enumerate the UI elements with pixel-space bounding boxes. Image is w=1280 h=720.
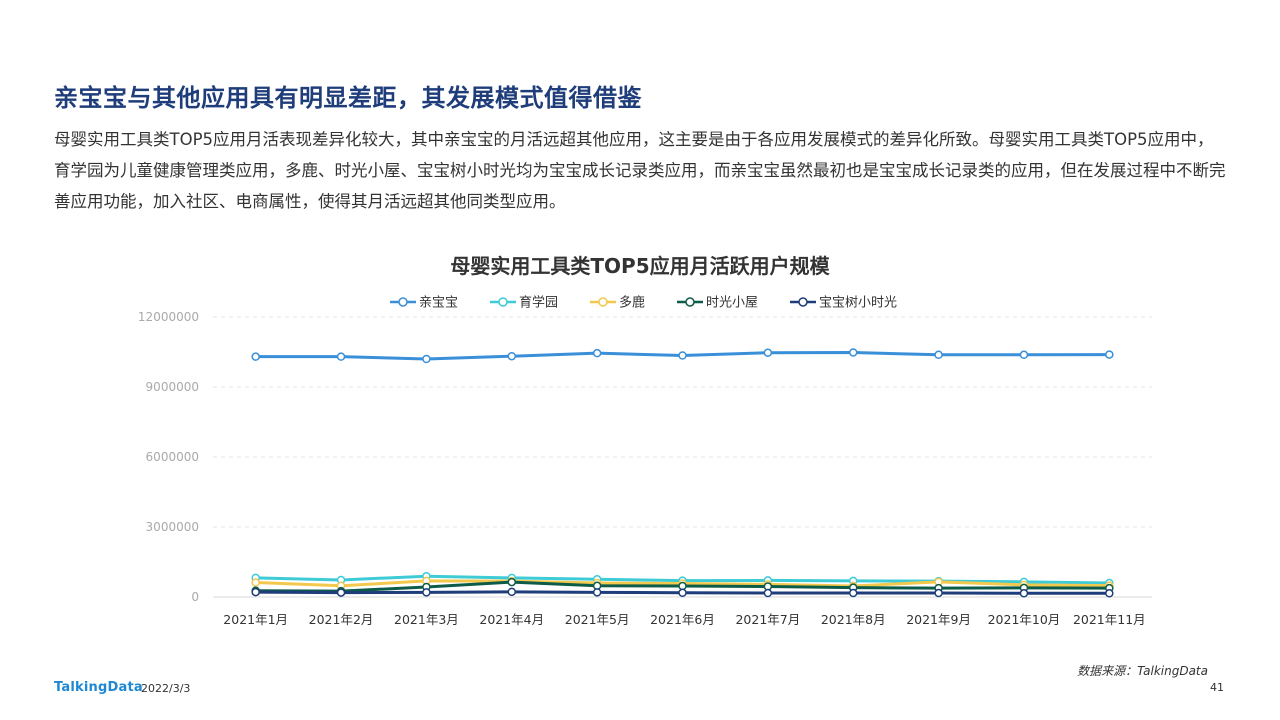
data-point	[763, 588, 773, 598]
data-point	[678, 581, 687, 591]
data-point	[848, 588, 858, 598]
data-source-note: 数据来源：TalkingData	[1077, 664, 1208, 678]
data-point	[678, 351, 687, 360]
legend-marker	[685, 297, 695, 307]
data-point	[934, 350, 943, 360]
page-number: 41	[1210, 681, 1224, 694]
data-point	[592, 588, 602, 597]
data-point	[422, 354, 431, 364]
legend-item: 宝宝树小时光	[790, 296, 897, 311]
data-point	[678, 588, 687, 598]
slide-headline: 亲宝宝与其他应用具有明显差距，其发展模式值得借鉴	[54, 84, 642, 112]
legend-marker	[398, 297, 408, 307]
data-point	[507, 351, 517, 361]
data-point	[251, 578, 260, 587]
data-point	[848, 348, 858, 357]
x-tick-label: 2021年11月	[1073, 612, 1146, 627]
legend-item: 时光小屋	[677, 296, 758, 311]
legend-marker	[798, 297, 808, 307]
x-tick-label: 2021年5月	[565, 612, 630, 627]
legend-marker	[498, 297, 508, 307]
slide-date: 2022/3/3	[141, 682, 191, 695]
legend-label: 亲宝宝	[419, 296, 458, 311]
y-tick-label: 3000000	[146, 520, 199, 534]
y-tick-label: 9000000	[146, 380, 199, 394]
y-tick-label: 6000000	[146, 450, 199, 464]
brand-logo: TalkingData	[54, 680, 143, 695]
x-tick-label: 2021年8月	[821, 612, 886, 627]
line-chart: 亲宝宝 育学园 多鹿 时光小屋 宝宝树小时光 0 3000000 6000000 900000…	[138, 295, 1152, 627]
data-point	[336, 588, 346, 597]
x-tick-label: 2021年6月	[650, 612, 715, 627]
legend-label: 多鹿	[619, 295, 645, 311]
y-tick-label: 0	[191, 590, 199, 604]
legend-item: 育学园	[490, 295, 558, 311]
data-point	[251, 587, 260, 597]
data-point	[251, 352, 260, 361]
legend-label: 宝宝树小时光	[819, 296, 897, 311]
series-group	[251, 587, 1114, 598]
series-group	[251, 348, 1114, 364]
data-point	[934, 588, 943, 598]
x-tick-label: 2021年10月	[988, 612, 1061, 627]
x-tick-label: 2021年2月	[309, 612, 374, 627]
x-tick-label: 2021年7月	[735, 612, 800, 627]
data-point	[1105, 350, 1114, 359]
chart-legend: 亲宝宝 育学园 多鹿 时光小屋 宝宝树小时光	[390, 295, 897, 311]
x-tick-label: 2021年3月	[394, 612, 459, 627]
legend-label: 时光小屋	[706, 296, 758, 311]
data-point	[336, 352, 346, 361]
y-tick-label: 12000000	[138, 310, 199, 324]
slide-body-text: 母婴实用工具类TOP5应用月活表现差异化较大，其中亲宝宝的月活远超其他应用，这主…	[54, 130, 1226, 211]
data-point	[1019, 589, 1029, 598]
data-point	[592, 348, 602, 358]
data-point	[507, 577, 517, 587]
legend-item: 亲宝宝	[390, 296, 458, 311]
legend-label: 育学园	[519, 295, 558, 311]
legend-marker	[598, 297, 608, 307]
chart-series	[251, 348, 1114, 598]
x-tick-label: 2021年1月	[223, 612, 288, 627]
legend-item: 多鹿	[590, 295, 645, 311]
x-axis: 2021年1月 2021年2月 2021年3月 2021年4月 2021年5月 2021年…	[223, 612, 1145, 627]
data-point	[507, 587, 517, 597]
y-axis: 0 3000000 6000000 9000000 12000000	[138, 310, 199, 604]
x-tick-label: 2021年4月	[479, 612, 544, 627]
data-point	[422, 588, 431, 597]
data-point	[1105, 589, 1114, 598]
chart-title: 母婴实用工具类TOP5应用月活跃用户规模	[450, 254, 830, 278]
data-point	[763, 348, 773, 357]
data-point	[1019, 350, 1029, 360]
x-tick-label: 2021年9月	[906, 612, 971, 627]
